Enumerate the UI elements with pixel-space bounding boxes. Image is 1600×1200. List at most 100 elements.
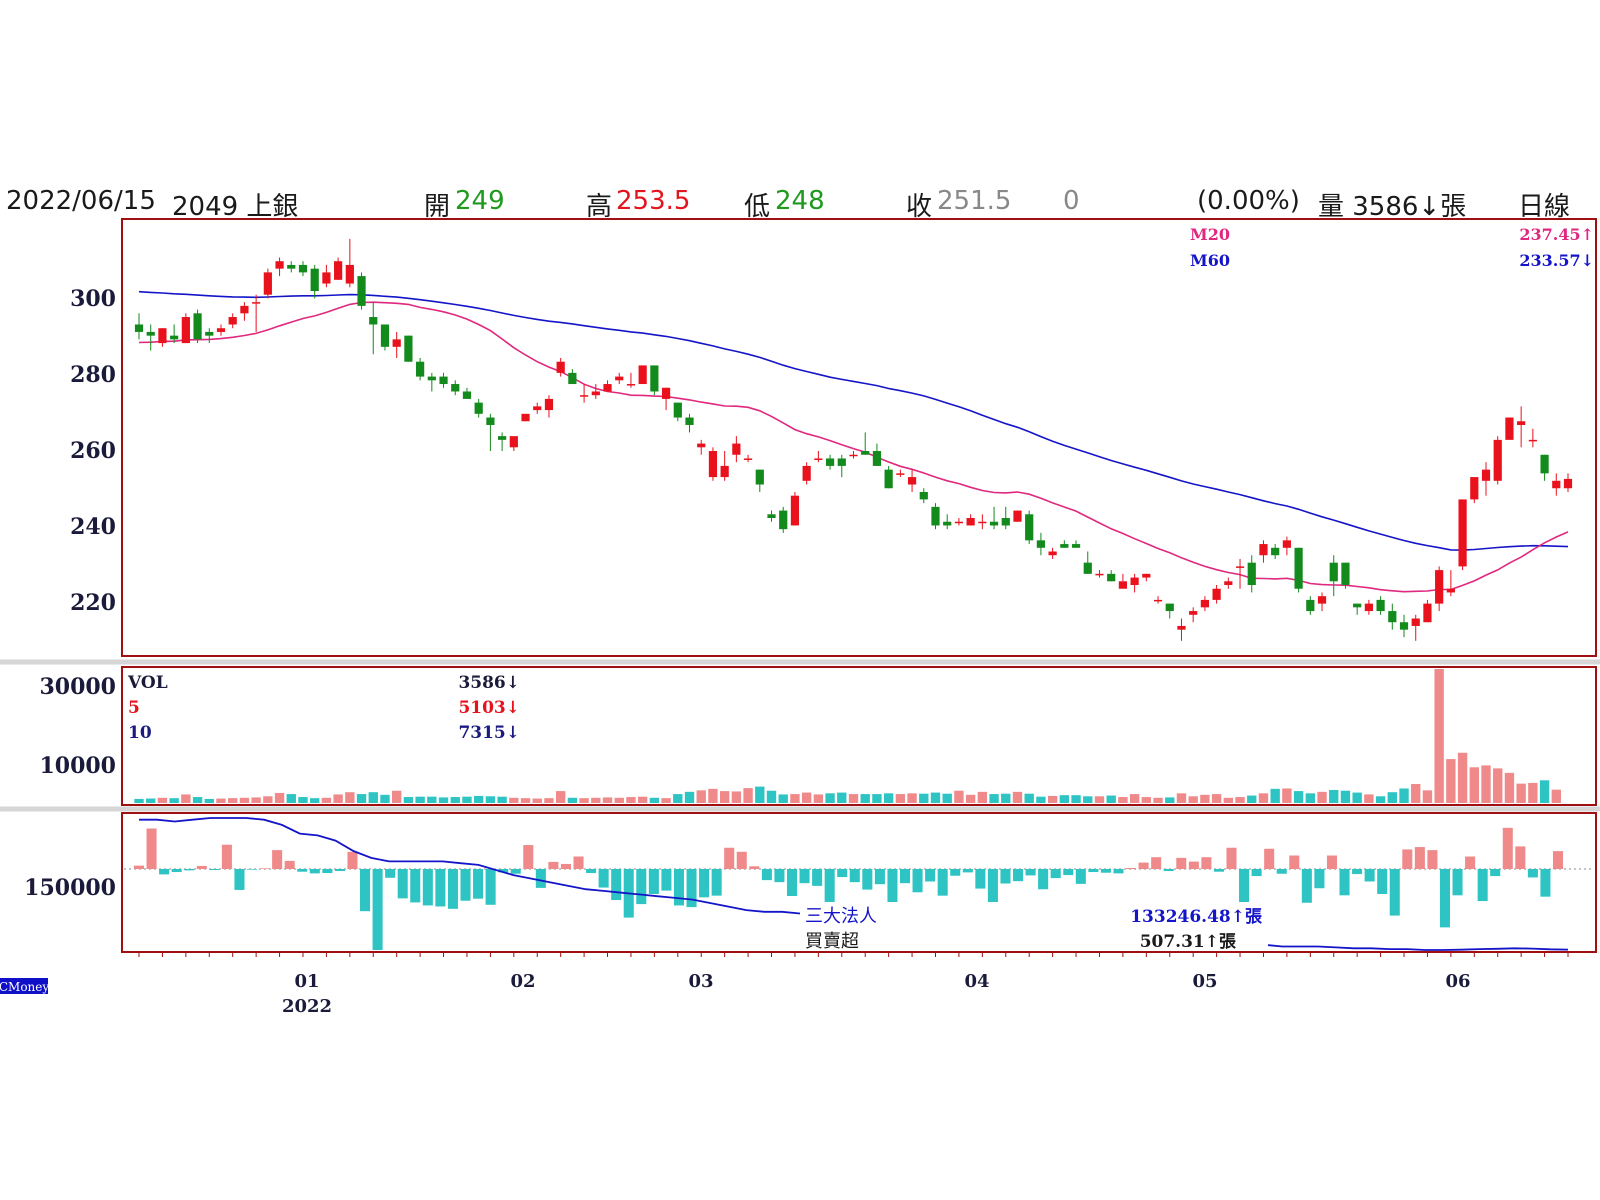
volume-bar — [1282, 788, 1292, 803]
net-bar — [435, 869, 446, 907]
candle-body — [1388, 611, 1397, 623]
net-bar — [1301, 869, 1312, 903]
candle-body — [1470, 477, 1479, 500]
net-bar — [234, 869, 245, 890]
candle-body — [287, 264, 296, 269]
candle-body — [790, 495, 800, 526]
net-bar — [1251, 869, 1262, 877]
candle-body — [1294, 547, 1303, 589]
volume-bar — [708, 788, 718, 803]
net-bar — [246, 869, 258, 870]
candle-body — [1505, 417, 1514, 440]
volume-bar — [1106, 795, 1116, 803]
candle-body — [943, 521, 952, 526]
candle-body — [1247, 562, 1256, 586]
candle — [954, 518, 964, 526]
net-bar — [221, 844, 232, 869]
candle — [1001, 506, 1010, 530]
candle-body — [989, 521, 999, 526]
candle-body — [954, 521, 964, 524]
net-bar — [673, 869, 684, 906]
high-label: 高 — [586, 192, 613, 222]
candle-body — [533, 406, 542, 411]
candle — [861, 432, 870, 455]
volume-bar — [1188, 796, 1198, 803]
candle — [205, 328, 214, 344]
close-label: 收 — [906, 192, 933, 222]
candle-body — [1282, 540, 1291, 548]
candle-body — [673, 402, 682, 418]
volume-bar — [755, 786, 765, 803]
volume-bar — [1012, 791, 1023, 803]
volume-bar — [1141, 797, 1152, 803]
candle-body — [1481, 469, 1491, 481]
candle-body — [1235, 566, 1245, 568]
volume-bar — [602, 797, 613, 803]
net-bar — [447, 869, 458, 909]
net-bar — [284, 860, 295, 869]
candle — [1130, 573, 1139, 593]
net-bar — [925, 869, 936, 882]
net-bar — [510, 869, 521, 874]
candle — [275, 257, 284, 277]
price-tick-label: 280 — [70, 362, 116, 388]
net-bar — [1389, 869, 1400, 916]
volume-bar — [1399, 788, 1409, 803]
candle-body — [474, 402, 483, 414]
volume-bar — [1036, 796, 1046, 803]
candle — [380, 324, 390, 351]
candle — [1505, 417, 1514, 440]
volume-bar — [1329, 789, 1339, 803]
net-bar — [1100, 869, 1111, 873]
candle — [216, 324, 226, 336]
net-bar — [523, 845, 534, 869]
net-bar — [196, 865, 207, 869]
candle-body — [579, 395, 589, 397]
volume-bar — [1469, 767, 1479, 803]
volume-bar — [263, 796, 273, 803]
volume-bar — [1539, 780, 1550, 803]
candle — [825, 454, 835, 470]
candle — [498, 432, 507, 452]
candle — [1294, 547, 1303, 593]
net-bar — [1038, 869, 1049, 890]
volume-bar — [462, 796, 472, 803]
net-bar — [1163, 869, 1174, 872]
volume-bar — [813, 794, 824, 803]
candle-body — [369, 317, 378, 325]
candle — [1036, 532, 1046, 556]
volume-bar — [228, 798, 238, 803]
candle-body — [732, 443, 741, 455]
candle — [158, 328, 167, 347]
volume-bar — [1493, 768, 1503, 803]
candle-body — [1399, 622, 1409, 630]
vol-legend-value: 3586↓ — [458, 673, 520, 693]
candle — [345, 238, 354, 288]
candle — [720, 451, 729, 481]
volume-bar — [626, 797, 636, 803]
candle-body — [603, 384, 612, 392]
candle — [1540, 454, 1549, 481]
volume-bar — [1223, 797, 1234, 803]
volume-bar — [1457, 752, 1468, 803]
volume-bar — [637, 796, 648, 803]
volume-bar — [743, 788, 753, 803]
volume-bar — [801, 792, 812, 803]
candle-body — [1118, 581, 1128, 589]
candle — [252, 294, 261, 332]
net-bar — [598, 869, 609, 888]
net-bar — [1352, 869, 1363, 875]
candle — [685, 413, 694, 433]
volume-bar — [473, 795, 484, 803]
volume-bar — [497, 796, 507, 803]
net-bar — [159, 869, 170, 875]
candle — [779, 506, 788, 533]
candle — [1552, 473, 1561, 496]
net-bar — [1063, 869, 1074, 876]
net-bar — [1502, 827, 1513, 869]
net-bar — [636, 869, 647, 905]
net-bar — [724, 847, 735, 869]
candle — [193, 309, 202, 344]
volume-bar — [954, 790, 964, 803]
price-tick-label: 260 — [70, 438, 116, 464]
